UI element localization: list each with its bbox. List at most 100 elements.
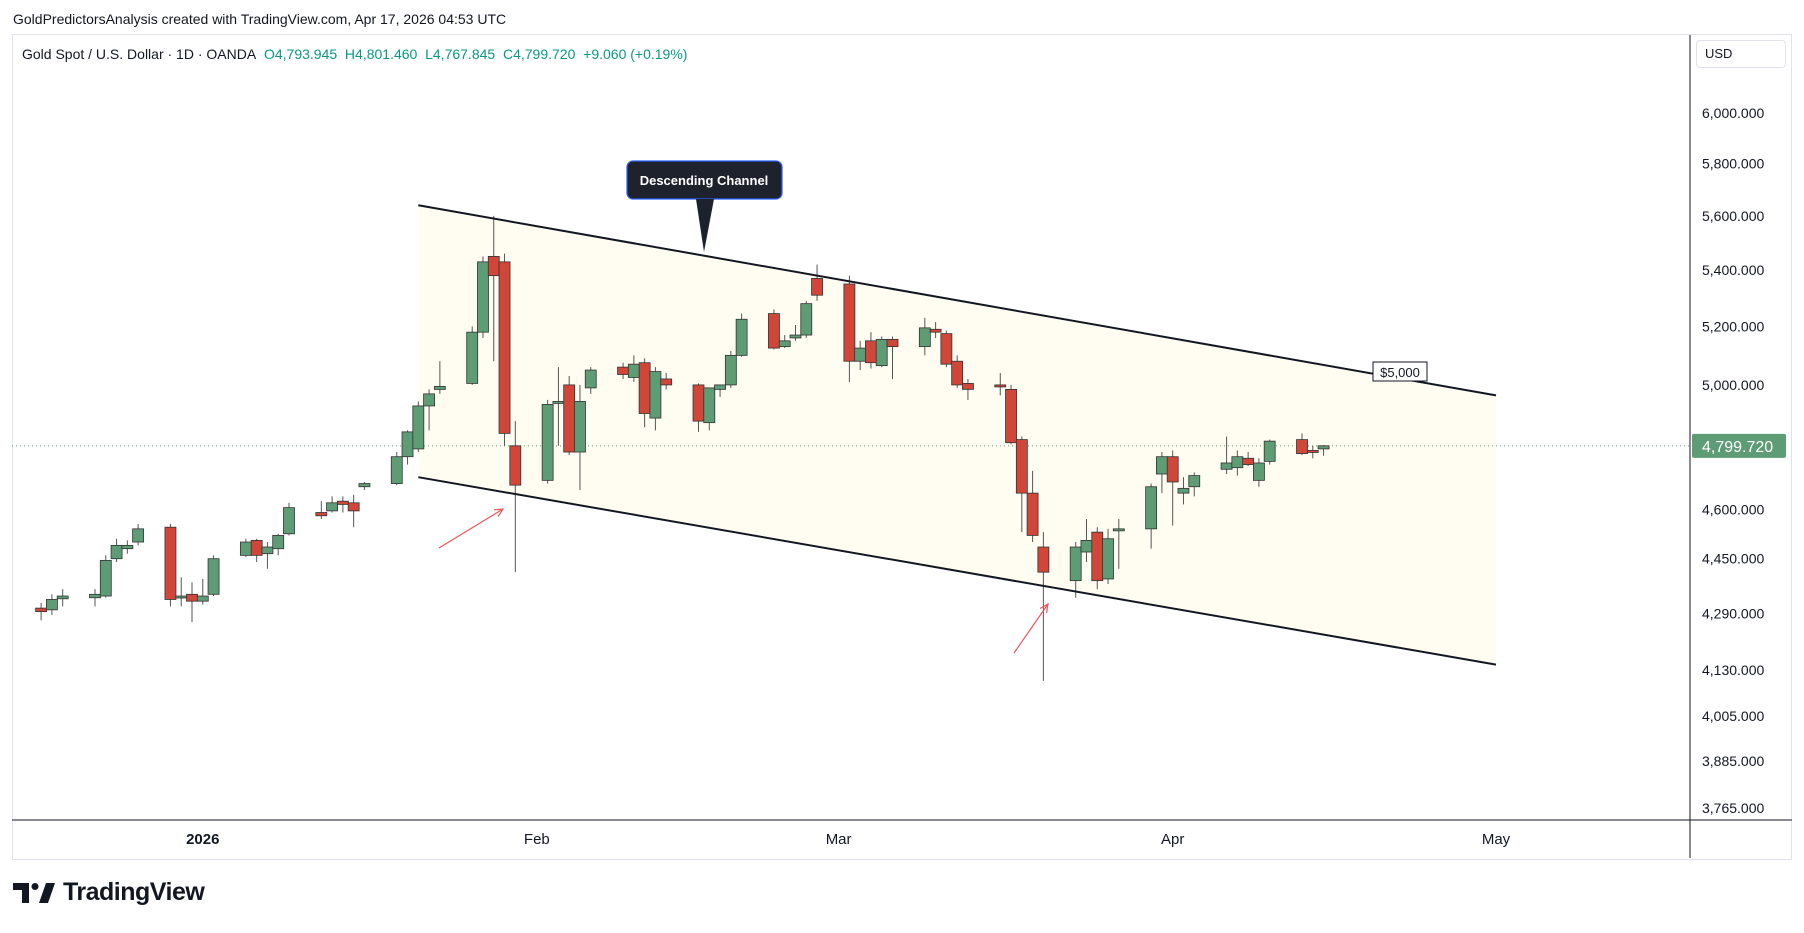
candle bbox=[1296, 433, 1308, 456]
candle bbox=[477, 256, 489, 338]
candle bbox=[509, 421, 522, 573]
candle-body bbox=[121, 544, 134, 550]
candle bbox=[412, 401, 425, 453]
candle bbox=[1306, 445, 1319, 459]
descending-channel-callout: Descending Channel bbox=[626, 160, 783, 252]
candle-body bbox=[509, 445, 522, 486]
candle-body bbox=[433, 386, 446, 390]
candle bbox=[347, 494, 360, 528]
candle bbox=[1102, 528, 1114, 585]
candle-body bbox=[843, 283, 856, 362]
candle-body bbox=[703, 387, 716, 424]
candle bbox=[423, 389, 435, 431]
candle bbox=[89, 589, 101, 607]
arrow-shaft bbox=[1013, 603, 1049, 654]
candle-body bbox=[207, 558, 220, 595]
candle-body bbox=[1112, 528, 1125, 532]
candle bbox=[660, 373, 673, 390]
candle-body bbox=[692, 384, 705, 422]
candle bbox=[99, 555, 112, 598]
candle-body bbox=[283, 507, 295, 535]
candle bbox=[315, 501, 328, 520]
candle bbox=[358, 481, 371, 490]
candle-body bbox=[1145, 486, 1158, 530]
level-label-text: $5,000 bbox=[1380, 365, 1420, 380]
candle bbox=[498, 253, 511, 446]
candle-body bbox=[347, 502, 360, 512]
red-arrow-march bbox=[1013, 602, 1049, 654]
symbol-name[interactable]: Gold Spot / U.S. Dollar · 1D · OANDA bbox=[22, 46, 257, 62]
candle-body bbox=[336, 500, 349, 505]
candle-body bbox=[1080, 539, 1093, 553]
candle-body bbox=[865, 340, 877, 364]
legend-high: H4,801.460 bbox=[344, 46, 418, 62]
candle bbox=[272, 533, 285, 556]
symbol-legend: Gold Spot / U.S. Dollar · 1D · OANDA O4,… bbox=[22, 46, 687, 62]
candle-body bbox=[261, 546, 274, 555]
candle bbox=[1177, 477, 1190, 505]
y-axis-tick-label: 4,130.000 bbox=[1702, 662, 1764, 678]
candle bbox=[175, 577, 188, 607]
candle bbox=[186, 582, 198, 623]
candle-body bbox=[477, 261, 489, 333]
candle-body bbox=[940, 333, 953, 365]
candle bbox=[951, 355, 964, 388]
candle bbox=[326, 496, 338, 513]
candle bbox=[1112, 519, 1125, 569]
last-price-tag-label: 4,799.720 bbox=[1702, 439, 1773, 456]
candle bbox=[46, 594, 58, 616]
candle-body bbox=[186, 593, 198, 602]
candle bbox=[164, 523, 177, 607]
candle bbox=[800, 300, 813, 338]
candle bbox=[466, 326, 479, 385]
y-axis-tick-label: 6,000.000 bbox=[1702, 105, 1764, 121]
candle bbox=[789, 324, 802, 341]
candle-body bbox=[1091, 531, 1104, 582]
candle-body bbox=[1306, 450, 1319, 453]
candle bbox=[811, 264, 823, 301]
candle bbox=[196, 578, 209, 605]
candle-body bbox=[164, 526, 177, 600]
candle bbox=[940, 330, 953, 368]
y-axis-tick-label: 5,400.000 bbox=[1702, 262, 1764, 278]
candle-body bbox=[617, 366, 629, 375]
candle-body bbox=[854, 347, 867, 362]
candle-body bbox=[1069, 546, 1082, 582]
candle-body bbox=[175, 595, 188, 599]
candle-body bbox=[1037, 546, 1050, 573]
candle bbox=[1026, 470, 1039, 543]
currency-selector[interactable]: USD bbox=[1696, 40, 1786, 68]
callout-label: Descending Channel bbox=[640, 173, 769, 188]
legend-close: C4,799.720 bbox=[502, 46, 576, 62]
channel-lower-line bbox=[418, 476, 1497, 666]
candle bbox=[541, 399, 554, 484]
candle-body bbox=[1253, 462, 1265, 481]
candle bbox=[962, 378, 974, 400]
candle-body bbox=[412, 405, 425, 450]
candle-body bbox=[660, 378, 673, 386]
legend-low: L4,767.845 bbox=[425, 46, 496, 62]
brand-name: TradingView bbox=[63, 878, 205, 906]
candle-body bbox=[574, 401, 586, 453]
candle bbox=[1069, 542, 1082, 598]
candle bbox=[250, 538, 263, 563]
candle-body bbox=[714, 384, 726, 390]
candle-body bbox=[1220, 462, 1233, 470]
candle-body bbox=[110, 544, 123, 560]
candle-body bbox=[358, 483, 371, 488]
candle-body bbox=[918, 327, 931, 348]
candle-body bbox=[239, 541, 252, 556]
candle-body bbox=[951, 360, 964, 386]
candle bbox=[929, 322, 942, 338]
y-axis-tick-label: 4,290.000 bbox=[1702, 605, 1764, 621]
candle bbox=[886, 336, 899, 379]
candle-body bbox=[326, 502, 338, 512]
candle bbox=[1005, 384, 1017, 445]
candle bbox=[994, 373, 1007, 396]
candle bbox=[207, 555, 220, 597]
chart-frame[interactable] bbox=[12, 34, 1792, 860]
legend-change: +9.060 (+0.19%) bbox=[583, 46, 688, 62]
tradingview-brand[interactable]: TradingView bbox=[13, 878, 205, 907]
candle-body bbox=[1177, 487, 1190, 494]
